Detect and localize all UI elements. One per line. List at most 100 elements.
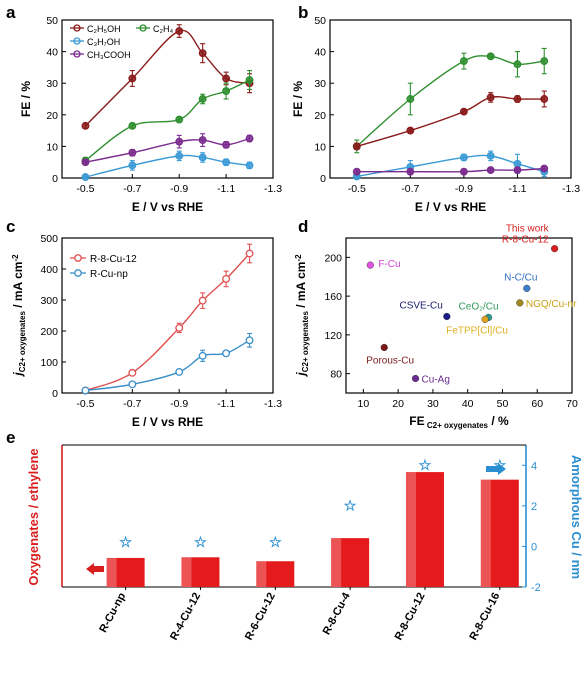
bar-group: ★ R-8-Cu-12 [393,457,444,642]
data-point [513,60,522,69]
data-point [175,151,184,160]
x-tick-label: 60 [531,398,543,410]
y-tick-label: 40 [314,47,326,59]
legend-label: R-8-Cu-12 [90,254,137,265]
category-label: R-8-Cu-16 [467,591,502,643]
y-tick-label: 500 [40,233,58,245]
panel-label: e [6,428,15,447]
y-tick-label: 50 [46,15,58,27]
panel-a: a -0.5 -0.7 -0.9 -1.1 -1.3 0 10 20 30 40 50 E / V vs… [6,3,282,214]
bar-group: ★ R-4-Cu-12 [168,534,220,643]
scatter-point: FeTPP[Cl]/Cu [446,315,508,336]
bar-highlight [181,557,192,587]
data-point [481,315,489,323]
data-point [459,167,468,176]
point-label: FeTPP[Cl]/Cu [446,325,508,336]
data-point [245,134,254,143]
y-tick-label: 20 [314,110,326,122]
legend-item: CH₃COOH [70,50,131,60]
legend-marker [74,269,82,277]
point-label: Cu-Ag [422,374,450,385]
data-point [222,274,231,283]
data-point [551,245,559,253]
x-tick-label: -0.7 [123,183,141,195]
star-marker: ★ [120,534,132,549]
data-point [513,166,522,175]
plot-frame [329,19,572,179]
legend-item: R-Cu-np [70,269,128,280]
bar [405,472,444,587]
bar [106,557,145,587]
data-point [81,386,90,395]
panel-label: a [6,3,16,22]
data-point [222,87,231,96]
point-label: This work R-8-Cu-12 [502,224,550,246]
data-point [222,349,231,358]
x-axis-label: E / V vs RHE [132,415,203,429]
data-point [523,284,531,292]
scatter-point: Cu-Ag [411,374,450,385]
x-tick-label: -0.9 [455,183,473,195]
y-axis-label: jC2+ oxygenates / mA cm-2 [11,254,27,378]
legend-item: R-8-Cu-12 [70,254,137,265]
y-tick-label: 30 [46,78,58,90]
scatter-point: This work R-8-Cu-12 [502,224,559,253]
point-label: Porous-Cu [366,355,414,366]
data-point [128,380,137,389]
legend-label: R-Cu-np [90,269,128,280]
data-point [198,296,207,305]
y-tick-label: 300 [40,295,58,307]
legend-marker [73,24,81,32]
legend-label: C₂H₅OH [87,24,121,34]
x-tick-label: -1.3 [264,183,282,195]
x-tick-label: -0.9 [170,183,188,195]
series-R-Cu-np [81,332,254,395]
series-CH₃COOH [81,133,254,167]
data-point [128,161,137,170]
data-point [222,158,231,167]
star-marker: ★ [195,534,207,549]
data-point [222,74,231,83]
x-axis-label: E / V vs RHE [132,200,203,214]
panel-label: c [6,217,15,236]
series-R-8-Cu-12 [81,243,254,395]
bar-group: ★ R-Cu-np [97,534,145,635]
data-point [81,121,90,130]
data-point [198,153,207,162]
series-C₃H₇OH [81,150,254,182]
data-point [352,167,361,176]
plot-frame [61,237,274,394]
category-label: R-4-Cu-12 [168,591,203,643]
star-marker: ★ [269,534,281,549]
x-axis-label: FE C2+ oxygenates / % [409,414,509,430]
x-tick-label: -0.5 [76,398,94,410]
panel-c: c -0.5 -0.7 -0.9 -1.1 -1.3 0 100 200 300 400 500 E /… [6,217,282,429]
data-point [540,57,549,66]
y-tick-label: 80 [330,369,342,381]
data-point [81,158,90,167]
y-axis-label-left: Oxygenates / ethylene [26,448,41,585]
data-point [128,121,137,130]
data-point [245,76,254,84]
bar [331,538,370,587]
data-point [459,107,468,116]
data-point [245,249,254,258]
data-point [198,95,207,103]
bar-highlight [405,472,416,587]
bar-group: ★ R-6-Cu-12 [243,534,295,642]
data-point [486,166,495,175]
panel-e: e★R-Cu-np★R-4-Cu-12★R-6-Cu-12★R-8-Cu-4★R… [6,428,584,642]
data-point [516,299,524,307]
y-tick-label: 200 [40,326,58,338]
x-tick-label: -0.5 [348,183,366,195]
data-point [352,142,361,151]
bar-group: ★R-8-Cu-16 [467,457,519,643]
legend-label: C₃H₇OH [87,37,120,47]
data-point [380,343,388,352]
x-tick-label: -0.5 [76,183,94,195]
y-tick-label-right: 0 [531,541,537,553]
legend-marker [73,50,81,58]
y-tick-label-right: -2 [531,582,541,594]
plot-frame [345,237,573,394]
